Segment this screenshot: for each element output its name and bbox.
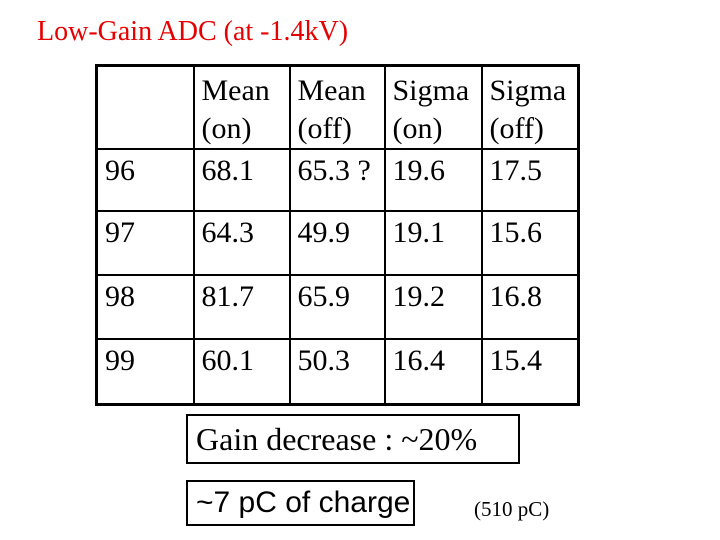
table-cell: 15.4 <box>480 338 580 405</box>
corner-cell <box>95 64 195 150</box>
table-header-row: Mean (on) Mean (off) Sigma (on) Sigma (o… <box>95 64 580 150</box>
table-row: 96 68.1 65.3 ? 19.6 17.5 <box>95 148 580 212</box>
gain-decrease-note-box: Gain decrease : ~20% <box>186 414 520 464</box>
slide-title: Low-Gain ADC (at -1.4kV) <box>37 16 349 47</box>
column-header-sigma-off: Sigma (off) <box>480 64 580 150</box>
row-label: 97 <box>95 210 195 276</box>
column-header-sigma-on: Sigma (on) <box>383 64 483 150</box>
row-label: 99 <box>95 338 195 405</box>
gain-decrease-text: Gain decrease : ~20% <box>196 420 478 457</box>
table-cell: 65.9 <box>288 274 386 340</box>
table-cell: 50.3 <box>288 338 386 405</box>
table-row: 97 64.3 49.9 19.1 15.6 <box>95 210 580 276</box>
table-cell: 19.6 <box>383 148 483 212</box>
table-cell: 19.1 <box>383 210 483 276</box>
row-label: 96 <box>95 148 195 212</box>
adc-results-table: Mean (on) Mean (off) Sigma (on) Sigma (o… <box>95 64 580 406</box>
column-header-line: Mean <box>297 74 366 107</box>
table-cell: 68.1 <box>192 148 291 212</box>
column-header-line: Sigma <box>392 74 470 107</box>
table-cell: 81.7 <box>192 274 291 340</box>
charge-reference-text: (510 pC) <box>474 497 550 521</box>
column-header-line: (off) <box>489 112 544 145</box>
column-header-line: (on) <box>201 112 252 145</box>
table-cell: 49.9 <box>288 210 386 276</box>
column-header-mean-on: Mean (on) <box>192 64 291 150</box>
table-row: 98 81.7 65.9 19.2 16.8 <box>95 274 580 340</box>
table-cell: 17.5 <box>480 148 580 212</box>
table-cell: 16.4 <box>383 338 483 405</box>
row-label: 98 <box>95 274 195 340</box>
table-cell: 19.2 <box>383 274 483 340</box>
column-header-line: (on) <box>392 112 443 145</box>
table-row: 99 60.1 50.3 16.4 15.4 <box>95 338 580 405</box>
column-header-line: Mean <box>201 74 270 107</box>
table-cell: 15.6 <box>480 210 580 276</box>
column-header-mean-off: Mean (off) <box>288 64 386 150</box>
column-header-line: Sigma <box>489 74 567 107</box>
table-cell: 64.3 <box>192 210 291 276</box>
charge-note-box: ~7 pC of charge <box>186 480 415 526</box>
table-cell: 65.3 ? <box>288 148 386 212</box>
table-cell: 60.1 <box>192 338 291 405</box>
charge-text: ~7 pC of charge <box>196 486 411 519</box>
column-header-line: (off) <box>297 112 352 145</box>
table-cell: 16.8 <box>480 274 580 340</box>
